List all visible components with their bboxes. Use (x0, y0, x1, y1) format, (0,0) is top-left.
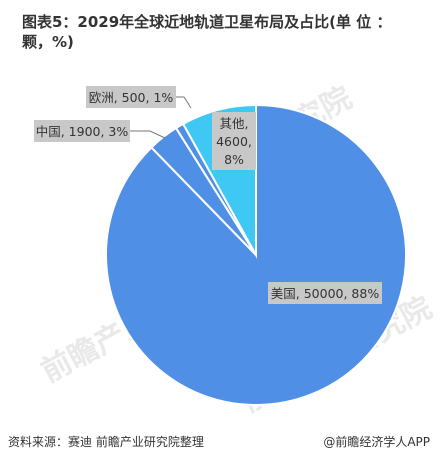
data-label-中国: 中国, 1900, 3% (34, 120, 130, 142)
svg-text:4600,: 4600, (216, 134, 252, 149)
data-label-美国: 美国, 50000, 88% (268, 282, 382, 304)
svg-text:8%: 8% (224, 152, 244, 167)
leader-line-中国 (130, 130, 166, 139)
chart-title-line2: 颗，%) (22, 33, 74, 51)
data-label-欧洲: 欧洲, 500, 1% (86, 86, 176, 108)
svg-text:其他,: 其他, (220, 116, 249, 131)
svg-text:中国, 1900, 3%: 中国, 1900, 3% (36, 124, 129, 139)
leader-line-欧洲 (176, 96, 192, 109)
chart-title-line1: 图表5：2029年全球近地轨道卫星布局及占比(单 位 ： (22, 13, 392, 31)
chart-title: 图表5：2029年全球近地轨道卫星布局及占比(单 位 ： 颗，%) (22, 12, 422, 52)
source-note: 资料来源：赛迪 前瞻产业研究院整理 (8, 435, 204, 449)
svg-text:欧洲, 500, 1%: 欧洲, 500, 1% (89, 90, 174, 105)
brand-note: @前瞻经济学人APP (323, 435, 430, 449)
svg-text:美国, 50000, 88%: 美国, 50000, 88% (271, 286, 380, 301)
data-label-其他: 其他, 4600, 8% (212, 112, 256, 170)
